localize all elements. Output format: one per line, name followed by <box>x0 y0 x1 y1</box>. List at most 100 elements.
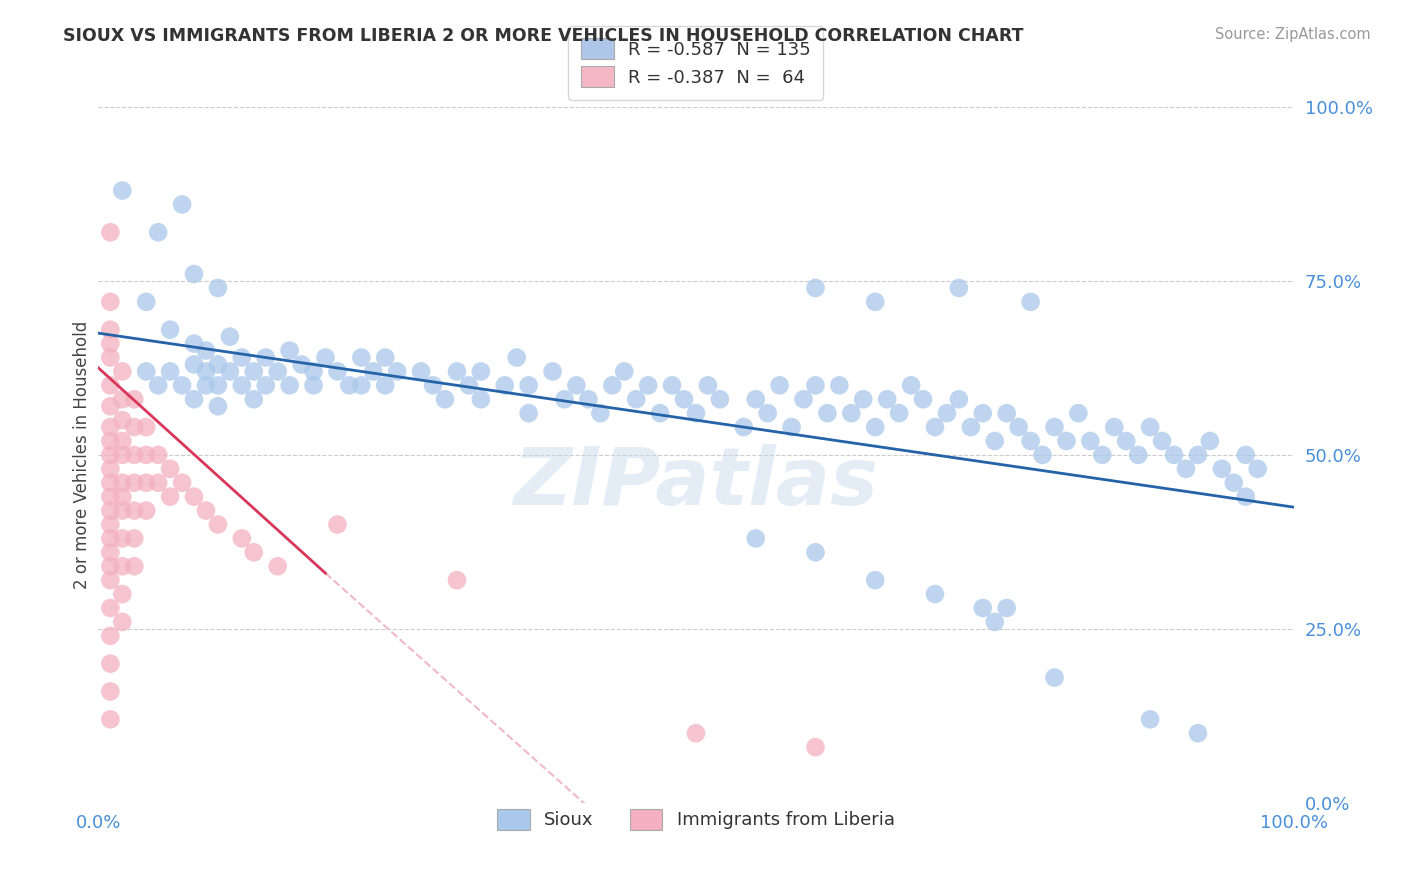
Point <box>98 503 122 517</box>
Point <box>98 490 122 504</box>
Point <box>889 406 911 420</box>
Point <box>446 573 468 587</box>
Point <box>172 475 194 490</box>
Point <box>148 225 170 239</box>
Point <box>98 629 122 643</box>
Text: Source: ZipAtlas.com: Source: ZipAtlas.com <box>1215 27 1371 42</box>
Point <box>207 281 229 295</box>
Point <box>984 434 1007 448</box>
Point <box>1067 406 1090 420</box>
Point <box>195 343 218 358</box>
Point <box>326 364 349 378</box>
Point <box>302 364 325 378</box>
Point <box>148 378 170 392</box>
Point <box>517 406 540 420</box>
Point <box>243 364 266 378</box>
Point <box>865 420 887 434</box>
Point <box>745 392 768 407</box>
Point <box>98 420 122 434</box>
Point <box>804 545 827 559</box>
Point <box>924 420 946 434</box>
Point <box>98 462 122 476</box>
Point <box>267 559 290 574</box>
Point <box>470 364 492 378</box>
Point <box>207 517 229 532</box>
Point <box>793 392 815 407</box>
Point <box>1247 462 1270 476</box>
Point <box>98 475 122 490</box>
Text: SIOUX VS IMMIGRANTS FROM LIBERIA 2 OR MORE VEHICLES IN HOUSEHOLD CORRELATION CHA: SIOUX VS IMMIGRANTS FROM LIBERIA 2 OR MO… <box>63 27 1024 45</box>
Point <box>852 392 875 407</box>
Point <box>98 601 122 615</box>
Point <box>124 448 146 462</box>
Point <box>865 294 887 309</box>
Point <box>637 378 659 392</box>
Point <box>374 351 396 365</box>
Point <box>1163 448 1185 462</box>
Point <box>565 378 588 392</box>
Point <box>148 475 170 490</box>
Point <box>1080 434 1102 448</box>
Point <box>363 364 385 378</box>
Point <box>924 587 946 601</box>
Point <box>183 392 205 407</box>
Point <box>1043 420 1066 434</box>
Point <box>984 615 1007 629</box>
Point <box>195 378 218 392</box>
Point <box>1008 420 1031 434</box>
Point <box>350 378 373 392</box>
Point <box>350 351 373 365</box>
Point <box>900 378 922 392</box>
Point <box>554 392 576 407</box>
Point <box>995 406 1018 420</box>
Point <box>98 399 122 413</box>
Point <box>124 475 146 490</box>
Point <box>98 559 122 574</box>
Y-axis label: 2 or more Vehicles in Household: 2 or more Vehicles in Household <box>73 321 91 589</box>
Point <box>1043 671 1066 685</box>
Point <box>1223 475 1246 490</box>
Point <box>1115 434 1137 448</box>
Point <box>243 392 266 407</box>
Point <box>302 378 325 392</box>
Point <box>411 364 433 378</box>
Point <box>745 532 768 546</box>
Point <box>661 378 683 392</box>
Point <box>804 281 827 295</box>
Point <box>98 657 122 671</box>
Point <box>315 351 337 365</box>
Point <box>804 740 827 755</box>
Point <box>506 351 529 365</box>
Point <box>865 573 887 587</box>
Point <box>278 378 301 392</box>
Text: ZIPatlas: ZIPatlas <box>513 443 879 522</box>
Point <box>1091 448 1114 462</box>
Point <box>124 420 146 434</box>
Point <box>195 364 218 378</box>
Point <box>1152 434 1174 448</box>
Point <box>446 364 468 378</box>
Point <box>733 420 755 434</box>
Point <box>972 601 994 615</box>
Point <box>709 392 731 407</box>
Point <box>541 364 564 378</box>
Point <box>124 503 146 517</box>
Point <box>219 364 242 378</box>
Point <box>434 392 457 407</box>
Point <box>111 434 134 448</box>
Point <box>291 358 314 372</box>
Point <box>828 378 851 392</box>
Point <box>756 406 779 420</box>
Point <box>1234 490 1257 504</box>
Point <box>111 364 134 378</box>
Point <box>159 490 181 504</box>
Point <box>339 378 361 392</box>
Point <box>1019 434 1042 448</box>
Point <box>517 378 540 392</box>
Point <box>948 392 970 407</box>
Point <box>111 532 134 546</box>
Point <box>111 475 134 490</box>
Point <box>231 532 253 546</box>
Point <box>183 358 205 372</box>
Point <box>98 573 122 587</box>
